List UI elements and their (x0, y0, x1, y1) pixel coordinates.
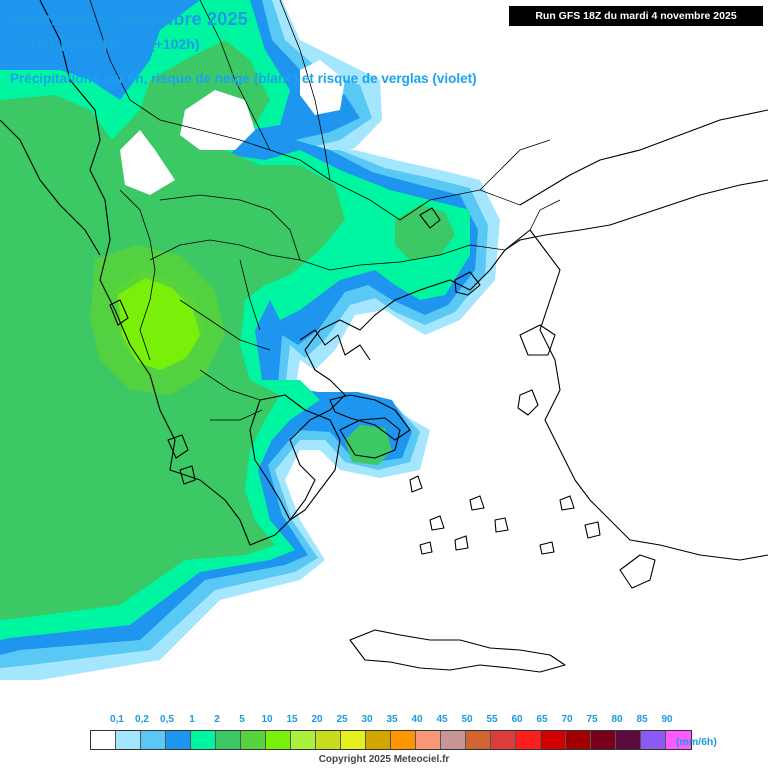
coastline-italy (0, 119, 101, 256)
legend-swatch (91, 731, 116, 749)
legend-swatch (666, 731, 691, 749)
map-subtitle: Précipitations sur 6h, risque de neige (… (10, 71, 477, 86)
legend-threshold-label: 65 (536, 714, 548, 725)
legend-color-scale (90, 730, 692, 750)
snow-risk-area (120, 130, 175, 195)
legend-swatch (141, 731, 166, 749)
coastline-turkey (529, 229, 768, 561)
legend-threshold-label: 5 (239, 714, 245, 725)
legend-threshold-label: 70 (561, 714, 573, 725)
legend-threshold-label: 60 (511, 714, 523, 725)
legend-swatch (516, 731, 541, 749)
legend-threshold-label: 35 (386, 714, 398, 725)
legend-threshold-label: 55 (486, 714, 498, 725)
border-macedonia (159, 194, 301, 261)
legend-swatch (566, 731, 591, 749)
island-chios (517, 389, 539, 416)
island-zakynthos (179, 465, 196, 485)
border-turkey-bulgaria (479, 139, 561, 231)
legend-swatch (166, 731, 191, 749)
island-corfu (109, 299, 129, 326)
legend-threshold-label: 75 (586, 714, 598, 725)
precipitation-layer (0, 0, 500, 680)
coastline-marmara (504, 179, 768, 251)
precip-10mm-core (118, 278, 200, 370)
island-dodecanese (539, 495, 601, 555)
forecast-local-time: 1:00 locale (12, 33, 120, 56)
legend-swatch (216, 731, 241, 749)
island-cyclades (409, 475, 509, 555)
coastline-attica (339, 417, 401, 459)
legend-labels: 0,1 0,2 0,5 1 2 5 10 15 20 25 30 35 40 45 50 55 60 65 70 75… (90, 714, 690, 728)
coastline-greece-east (289, 229, 531, 441)
legend-swatch (366, 731, 391, 749)
border-albania (119, 189, 156, 361)
precip-2mm-aegean (395, 205, 455, 260)
border-balkans-2 (199, 0, 271, 151)
border-balkans-1 (89, 0, 331, 181)
legend-threshold-label: 0,5 (160, 714, 174, 725)
border-greece-north (149, 239, 506, 271)
snow-risk-area (180, 90, 255, 150)
legend-threshold-label: 15 (286, 714, 298, 725)
island-euboea (329, 394, 411, 441)
legend-threshold-label: 0,1 (110, 714, 124, 725)
island-lesbos (519, 324, 556, 356)
legend-swatch (316, 731, 341, 749)
legend-threshold-label: 2 (214, 714, 220, 725)
legend-threshold-label: 85 (636, 714, 648, 725)
legend-swatch (641, 731, 666, 749)
legend-swatch (591, 731, 616, 749)
legend-swatch (441, 731, 466, 749)
legend-unit: (mm/6h) (676, 736, 717, 748)
legend-threshold-label: 10 (261, 714, 273, 725)
island-rhodes (619, 554, 656, 589)
legend-swatch (116, 731, 141, 749)
legend-threshold-label: 45 (436, 714, 448, 725)
legend-swatch (241, 731, 266, 749)
legend-threshold-label: 90 (661, 714, 673, 725)
legend-swatch (391, 731, 416, 749)
island-lemnos (454, 271, 481, 296)
forecast-lead-time: (+102h) (150, 36, 200, 52)
snow-risk-area (300, 60, 345, 115)
legend-swatch (541, 731, 566, 749)
legend-swatch (191, 731, 216, 749)
legend-threshold-label: 50 (461, 714, 473, 725)
legend-swatch (291, 731, 316, 749)
legend-swatch (416, 731, 441, 749)
legend-swatch (491, 731, 516, 749)
coastline-black-sea (519, 109, 768, 206)
legend-swatch (466, 731, 491, 749)
island-thasos (419, 207, 441, 229)
legend-threshold-label: 80 (611, 714, 623, 725)
legend-swatch (266, 731, 291, 749)
country-borders (89, 0, 561, 421)
border-balkans-3 (279, 0, 521, 221)
legend-threshold-label: 20 (311, 714, 323, 725)
island-crete (349, 629, 566, 673)
model-run-label: Run GFS 18Z du mardi 4 novembre 2025 (509, 6, 763, 26)
geographic-outlines (0, 0, 768, 673)
coastline-chalkidiki (299, 329, 371, 361)
legend-threshold-label: 40 (411, 714, 423, 725)
coastline-peloponnese (249, 394, 341, 521)
legend-swatch (616, 731, 641, 749)
copyright-notice: Copyright 2025 Meteociel.fr (318, 754, 450, 765)
forecast-date: dimanche 9 novembre 2025 (8, 9, 248, 29)
legend-threshold-label: 0,2 (135, 714, 149, 725)
legend-threshold-label: 1 (189, 714, 195, 725)
island-kefalonia (167, 434, 189, 459)
legend-threshold-label: 30 (361, 714, 373, 725)
border-greece-regions (179, 259, 271, 421)
legend-swatch (341, 731, 366, 749)
legend-threshold-label: 25 (336, 714, 348, 725)
